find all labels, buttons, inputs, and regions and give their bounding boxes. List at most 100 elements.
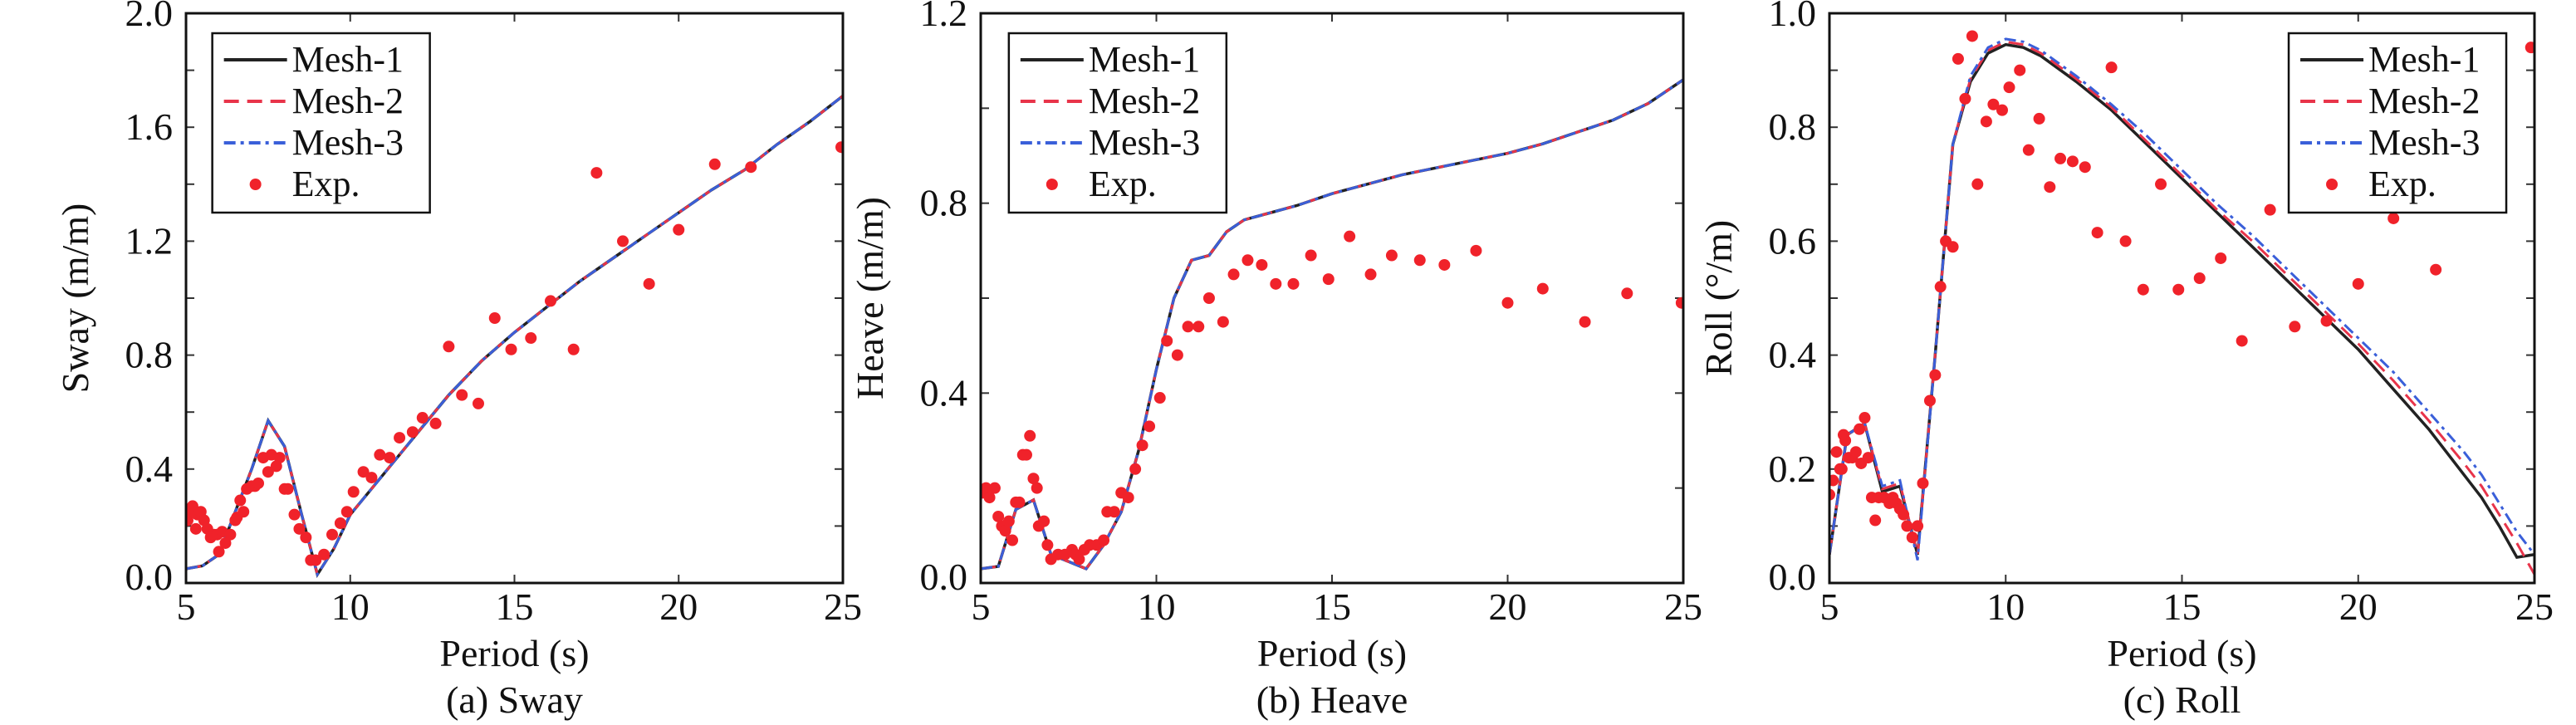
exp-data-point [1202,292,1215,304]
exp-data-point [293,522,306,535]
exp-data-point [2236,335,2248,347]
exp-data-point [981,482,992,494]
panel-caption: (a) Sway [446,678,583,721]
x-tick-label: 5 [1820,585,1839,628]
x-tick-label: 10 [331,585,370,628]
exp-data-point [1073,553,1085,566]
y-tick-label: 0.2 [1769,448,1817,490]
exp-data-point [1912,520,1924,532]
exp-data-point [1002,515,1015,527]
exp-data-point [1579,316,1591,328]
exp-data-point [189,522,202,535]
x-tick-label: 25 [1664,585,1702,628]
exp-data-point [2289,321,2301,333]
exp-data-point [1901,520,1913,532]
exp-data-point [2079,161,2091,174]
exp-data-point [1122,492,1134,504]
exp-data-point [1385,249,1398,262]
y-tick-label: 0.6 [1769,219,1817,262]
y-tick-label: 0.0 [125,556,174,598]
exp-data-point [1287,277,1300,290]
exp-data-point [219,536,232,549]
legend-label: Exp. [2368,164,2436,204]
exp-data-point [2044,181,2056,193]
exp-data-point [1869,514,1882,527]
x-axis-label: Period (s) [2107,632,2256,674]
legend-box [1007,32,1228,214]
x-tick-label: 20 [1489,585,1527,628]
y-tick-label: 0.8 [1769,105,1817,148]
exp-data-point [1013,496,1026,508]
exp-data-point [1923,394,1936,407]
exp-data-point [1996,104,2009,116]
exp-data-point [472,397,484,409]
y-tick-label: 0.8 [920,182,968,224]
exp-data-point [983,492,996,504]
exp-data-point [2193,272,2206,284]
exp-data-point [1041,539,1054,551]
exp-data-point [1027,473,1040,485]
x-tick-label: 10 [1138,585,1176,628]
exp-data-point [1129,463,1142,475]
exp-data-point [429,417,442,429]
plot-area [186,95,843,579]
exp-data-point [456,389,468,401]
x-tick-label: 20 [659,585,698,628]
exp-data-point [505,343,517,355]
exp-data-point [617,235,629,247]
exp-data-point [186,500,198,512]
exp-data-point [1470,244,1482,257]
exp-data-point [1929,369,1942,381]
y-tick-label: 0.4 [920,371,968,414]
exp-data-point [2105,61,2118,74]
x-axis-label: Period (s) [1257,632,1407,674]
plot-frame [979,12,1685,585]
series-line-mesh-2 [1829,40,2534,576]
exp-data-point [988,482,1001,494]
exp-data-point [1171,349,1183,361]
y-tick-label: 1.2 [125,219,174,262]
exp-data-point [326,528,338,541]
exp-data-point [340,506,353,518]
series-line-mesh-2 [186,95,843,578]
panel-roll: 0.0 0.2 0.4 0.6 0.8 1.0 5 10 15 20 25 Mesh-1Mesh-2M… [1697,0,2554,721]
exp-data-point [384,452,396,464]
exp-data-point [273,452,286,464]
exp-data-point [1621,287,1633,300]
legend-marker-exp [2326,179,2338,190]
exp-data-point [2387,212,2400,224]
exp-data-point [835,141,843,154]
legend-label: Mesh-1 [1089,39,1200,80]
legend-label: Mesh-3 [2368,122,2480,163]
exp-data-point [1898,508,1910,521]
y-tick-label: 1.0 [1769,0,1817,34]
exp-data-point [1182,321,1194,333]
exp-data-point [357,466,370,478]
x-tick-label: 20 [2339,585,2378,628]
exp-data-point [2119,235,2132,247]
exp-data-point [1917,477,1929,489]
exp-data-point [488,312,501,325]
exp-data-point [2091,227,2103,239]
exp-data-point [1959,92,1971,105]
exp-data-point [1098,534,1110,546]
exp-data-point [262,466,274,478]
exp-data-point [590,167,603,179]
legend-label: Mesh-1 [292,39,404,80]
exp-data-point [1829,474,1839,487]
panel-caption: (b) Heave [1256,678,1408,721]
exp-data-point [545,295,557,307]
exp-data-point [282,483,294,495]
exp-data-point [1256,258,1268,271]
exp-data-point [2264,203,2276,216]
exp-data-point [745,161,757,174]
exp-data-point [1947,241,1959,253]
exp-data-point [1153,392,1166,404]
exp-data-point [252,477,265,489]
exp-data-point [2352,277,2364,290]
exp-data-point [1830,446,1843,458]
exp-data-point [224,528,237,541]
y-tick-label: 0.4 [1769,334,1817,376]
